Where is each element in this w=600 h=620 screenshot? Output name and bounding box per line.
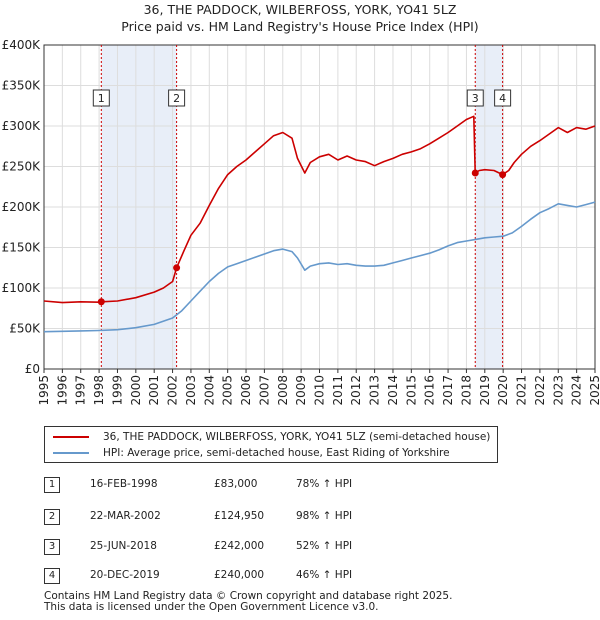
sale-price: £242,000 [214,540,265,552]
sale-point-3 [471,169,479,177]
footer-copyright: Contains HM Land Registry data © Crown c… [44,590,453,602]
sale-marker-label: 3 [44,539,60,555]
legend-label-hpi: HPI: Average price, semi-detached house,… [103,447,450,459]
series-line-hpi [43,201,596,333]
sale-hpi-change: 46% ↑ HPI [296,569,353,581]
x-tick-label: 2015 [404,375,418,406]
x-tick-label: 2023 [551,375,565,406]
y-tick-label: £150K [2,241,42,255]
y-tick-label: £50K [9,322,41,336]
x-tick-label: 2002 [166,375,180,406]
sale-hpi-change: 98% ↑ HPI [296,510,353,522]
legend-swatch-hpi [53,452,89,454]
y-tick-label: £100K [2,281,42,295]
x-tick-label: 1999 [110,375,124,406]
sale-date: 25-JUN-2018 [90,540,157,552]
x-tick-label: 2024 [570,375,584,406]
sale-row-2: 2 22-MAR-2002 £124,950 98% ↑ HPI [44,508,444,528]
x-tick-label: 2011 [331,375,345,406]
x-tick-label: 2025 [588,375,600,406]
sale-hpi-change: 52% ↑ HPI [296,540,353,552]
sale-date: 20-DEC-2019 [90,569,160,581]
y-tick-label: £400K [2,38,42,52]
x-tick-label: 2006 [239,375,253,406]
sale-label-1: 1 [98,92,105,105]
sale-point-4 [499,171,507,179]
sale-label-box-3 [466,89,484,107]
x-tick-label: 1997 [74,375,88,406]
legend-label-property: 36, THE PADDOCK, WILBERFOSS, YORK, YO41 … [103,431,491,443]
sale-price: £124,950 [214,510,265,522]
x-tick-label: 2005 [221,375,235,406]
y-tick-label: £350K [2,79,42,93]
x-tick-label: 1998 [92,375,106,406]
sale-date: 22-MAR-2002 [90,510,161,522]
x-tick-label: 1995 [37,375,51,406]
legend: 36, THE PADDOCK, WILBERFOSS, YORK, YO41 … [44,426,498,463]
sale-row-1: 1 16-FEB-1998 £83,000 78% ↑ HPI [44,476,444,496]
x-tick-label: 2008 [276,375,290,406]
chart-title: 36, THE PADDOCK, WILBERFOSS, YORK, YO41 … [143,2,457,17]
sale-label-2: 2 [173,92,180,105]
x-tick-label: 2019 [478,375,492,406]
footer: Contains HM Land Registry data © Crown c… [44,591,452,613]
chart-subtitle: Price paid vs. HM Land Registry's House … [121,19,479,34]
sale-date: 16-FEB-1998 [90,478,158,490]
sale-label-3: 3 [472,92,479,105]
y-tick-label: £300K [2,119,42,133]
sale-row-3: 3 25-JUN-2018 £242,000 52% ↑ HPI [44,538,444,558]
x-tick-label: 2000 [129,375,143,406]
x-tick-label: 2003 [184,375,198,406]
x-tick-label: 1996 [55,375,69,406]
x-tick-label: 2001 [147,375,161,406]
legend-item-property: 36, THE PADDOCK, WILBERFOSS, YORK, YO41 … [53,429,490,445]
sale-marker-label: 4 [44,568,60,584]
price-chart: £0 £50K £100K £150K £200K £250K £300K £350K £400… [2,38,600,406]
x-tick-label: 2013 [368,375,382,406]
x-tick-label: 2004 [202,375,216,406]
x-tick-label: 2014 [386,375,400,406]
sale-hpi-change: 78% ↑ HPI [296,478,353,490]
sale-label-box-4 [494,89,512,107]
sale-marker-label: 2 [44,509,60,525]
sale-row-4: 4 20-DEC-2019 £240,000 46% ↑ HPI [44,567,444,587]
x-tick-label: 2010 [313,375,327,406]
sale-label-4: 4 [499,92,506,105]
x-tick-label: 2012 [349,375,363,406]
x-tick-label: 2021 [515,375,529,406]
legend-item-hpi: HPI: Average price, semi-detached house,… [53,445,450,461]
x-tick-label: 2009 [294,375,308,406]
sale-price: £240,000 [214,569,265,581]
sale-point-1 [97,298,105,306]
x-tick-label: 2018 [459,375,473,406]
x-tick-label: 2017 [441,375,455,406]
sale-price: £83,000 [214,478,258,490]
sale-label-box-2 [168,89,186,107]
sale-marker-label: 1 [44,477,60,493]
x-tick-label: 2016 [423,375,437,406]
x-tick-label: 2007 [257,375,271,406]
y-tick-label: £200K [2,200,42,214]
plot-frame [43,44,596,370]
x-tick-label: 2022 [533,375,547,406]
legend-swatch-property [53,436,89,438]
sale-label-box-1 [92,89,110,107]
y-tick-label: £250K [2,160,42,174]
x-tick-label: 2020 [496,375,510,406]
y-tick-label: £0 [25,362,40,376]
footer-licence: This data is licensed under the Open Gov… [44,601,379,613]
sale-point-2 [173,264,181,272]
